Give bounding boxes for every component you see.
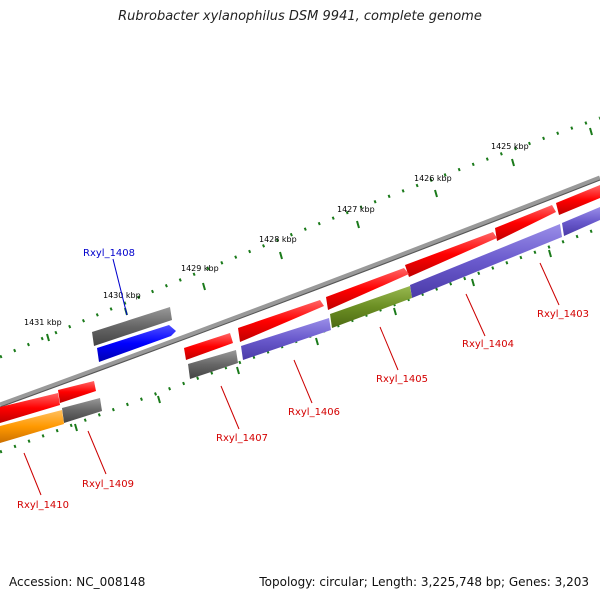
gene-arrow[interactable] — [238, 300, 324, 342]
gene-arrow[interactable] — [330, 286, 412, 328]
ruler-tick — [236, 366, 240, 375]
inner-ruler — [0, 226, 600, 454]
gene-arrow[interactable] — [92, 307, 172, 346]
accession-text: Accession: NC_008148 — [9, 575, 146, 589]
gene-arrow[interactable] — [326, 268, 409, 310]
kbp-label: 1427 kbp — [337, 205, 375, 214]
kbp-label: 1431 kbp — [24, 318, 62, 327]
ruler-tick — [202, 282, 206, 291]
gene-label[interactable]: Rxyl_1406 — [288, 407, 340, 418]
gene-label[interactable]: Rxyl_1403 — [537, 309, 589, 320]
ruler-tick — [157, 395, 161, 404]
gene-labels: Rxyl_1403 Rxyl_1404 Rxyl_1405 Rxyl_1406 … — [17, 248, 589, 511]
kbp-label: 1429 kbp — [181, 264, 219, 273]
leader-line — [465, 293, 486, 337]
gene-arrow-rxyl-1408[interactable] — [97, 325, 176, 362]
gene-arrow[interactable] — [58, 381, 96, 403]
gene-label[interactable]: Rxyl_1409 — [82, 479, 134, 490]
gene-label[interactable]: Rxyl_1407 — [216, 433, 268, 444]
ruler-tick — [315, 337, 319, 346]
ruler-tick — [46, 333, 50, 342]
reverse-strand-genes — [0, 207, 600, 443]
gene-label[interactable]: Rxyl_1405 — [376, 374, 428, 385]
gene-arrow[interactable] — [241, 318, 331, 360]
gene-arrow[interactable] — [0, 410, 64, 443]
ruler-tick — [393, 307, 397, 316]
gene-arrow[interactable] — [188, 350, 238, 379]
ruler-tick — [511, 158, 515, 167]
outer-ruler — [0, 116, 600, 359]
leader-line — [379, 326, 399, 371]
kbp-label: 1428 kbp — [259, 235, 297, 244]
kbp-label: 1426 kbp — [414, 174, 452, 183]
ruler-tick — [279, 251, 283, 260]
gene-label[interactable]: Rxyl_1408 — [83, 248, 135, 259]
label-leaders — [23, 258, 560, 496]
gene-arrow[interactable] — [495, 205, 556, 241]
map-title: Rubrobacter xylanophilus DSM 9941, compl… — [118, 9, 482, 24]
ruler-tick — [471, 278, 475, 287]
ruler-tick — [434, 189, 438, 198]
chromosome-backbone-edge — [0, 179, 600, 408]
inner-ruler-ticks — [74, 249, 552, 432]
chromosome-backbone — [0, 175, 600, 408]
leader-line — [293, 359, 313, 404]
kbp-label: 1425 kbp — [491, 142, 529, 151]
leader-line — [87, 430, 107, 475]
ruler-tick — [74, 423, 78, 432]
gene-arrow[interactable] — [405, 232, 497, 277]
gene-arrow[interactable] — [0, 393, 60, 423]
leader-line-rxyl-1408 — [112, 258, 128, 316]
gene-label[interactable]: Rxyl_1410 — [17, 500, 69, 511]
ruler-tick — [356, 220, 360, 229]
outer-ruler-dots — [0, 116, 600, 359]
gene-label[interactable]: Rxyl_1404 — [462, 339, 514, 350]
leader-line — [23, 452, 42, 496]
gene-arrow[interactable] — [184, 333, 233, 360]
gene-arrow[interactable] — [562, 207, 600, 236]
leader-line — [220, 385, 240, 430]
forward-strand-genes — [0, 185, 600, 423]
leader-line — [539, 262, 560, 306]
gene-arrow[interactable] — [62, 398, 102, 423]
ruler-tick — [589, 127, 593, 136]
gene-arrow[interactable] — [556, 185, 600, 215]
genome-summary-text: Topology: circular; Length: 3,225,748 bp… — [259, 575, 589, 589]
gene-arrow[interactable] — [410, 224, 562, 298]
ruler-tick — [548, 249, 552, 258]
